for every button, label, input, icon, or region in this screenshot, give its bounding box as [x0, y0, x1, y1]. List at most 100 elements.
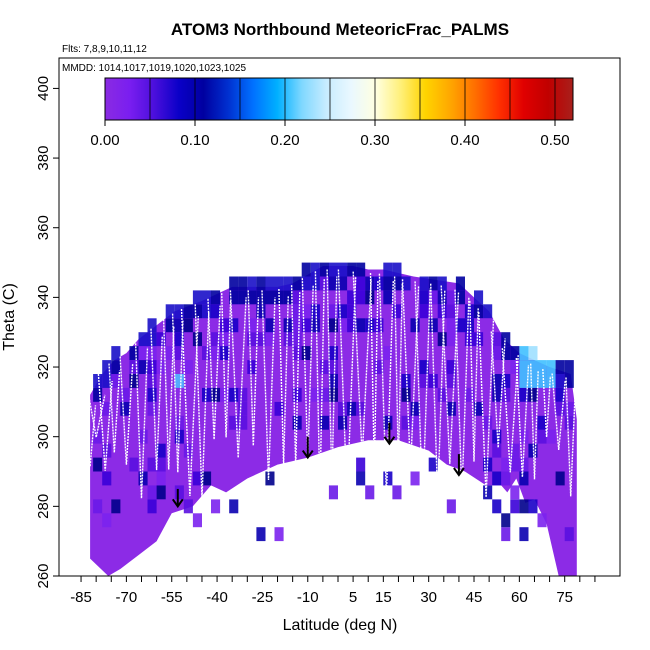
flight-profile-trace — [414, 281, 431, 503]
heatmap-cell — [328, 318, 338, 333]
heatmap-cell — [492, 387, 502, 402]
heatmap-cell — [501, 471, 511, 486]
heatmap-cell — [492, 471, 502, 486]
heatmap-cell — [301, 262, 311, 277]
heatmap-cell — [383, 346, 393, 360]
heatmap-cell — [356, 262, 366, 277]
flight-profile-trace — [337, 269, 357, 498]
heatmap-cell — [229, 290, 239, 305]
x-tick-label: 45 — [466, 589, 483, 606]
heatmap-cell — [220, 332, 230, 347]
heatmap-cell — [138, 471, 148, 486]
flight-profile-trace — [490, 331, 506, 448]
heatmap-cell — [328, 304, 338, 319]
heatmap-cell — [455, 276, 465, 291]
heatmap-cell — [483, 457, 493, 472]
heatmap-cell — [446, 290, 456, 305]
x-tick-label: -40 — [206, 589, 228, 606]
heatmap-cell — [464, 387, 474, 402]
heatmap-cell — [238, 387, 248, 402]
colorbar: 0.00 0.10 0.20 0.30 0.40 0.50 — [90, 77, 574, 149]
heatmap-cell — [338, 401, 348, 416]
heatmap-cell — [383, 415, 393, 430]
y-tick-label: 340 — [35, 285, 52, 310]
heatmap-cell — [410, 471, 420, 486]
flight-profile-trace — [565, 377, 577, 497]
y-tick-label: 320 — [35, 355, 52, 380]
heatmap-cell — [102, 360, 112, 374]
y-tick-label: 300 — [35, 424, 52, 449]
heatmap-cell — [537, 513, 547, 528]
flight-profile-trace — [207, 298, 221, 440]
heatmap-cell — [165, 318, 175, 333]
heatmap-cell — [446, 332, 456, 347]
heatmap-cell — [129, 360, 139, 374]
heatmap-cell — [419, 276, 429, 291]
heatmap-cell — [401, 374, 411, 388]
heatmap-cell — [301, 318, 311, 333]
heatmap-cell — [292, 346, 302, 360]
heatmap-cell — [347, 318, 357, 333]
heatmap-cell — [347, 290, 357, 305]
heatmap-cell — [474, 304, 484, 319]
heatmap-cell — [537, 429, 547, 444]
heatmap-cell — [392, 485, 402, 500]
heatmap-cell — [383, 290, 393, 305]
heatmap-cell — [192, 513, 202, 528]
heatmap-cell — [555, 387, 565, 402]
heatmap-cell — [247, 360, 257, 374]
flights-label: Flts: 7,8,9,10,11,12 — [62, 44, 147, 55]
x-tick-label: -55 — [161, 589, 183, 606]
heatmap-cell — [510, 485, 520, 500]
heatmap-cell — [265, 332, 275, 347]
heatmap-cell — [220, 318, 230, 333]
heatmap-cell — [138, 429, 148, 444]
heatmap-cell — [265, 276, 275, 291]
heatmap-cell — [256, 332, 266, 347]
heatmap-cell — [555, 374, 565, 388]
heatmap-cell — [211, 387, 221, 402]
flight-profile-trace — [97, 373, 113, 471]
heatmap-cell — [156, 471, 166, 486]
heatmap-cell — [238, 415, 248, 430]
heatmap-cell — [501, 457, 511, 472]
colorbar-gradient — [104, 77, 574, 121]
heatmap-cell — [174, 485, 184, 500]
colorbar-tick-label: 0.20 — [270, 132, 299, 149]
descent-arrow — [383, 422, 396, 446]
heatmap-cell — [229, 415, 239, 430]
heatmap-cell — [147, 387, 157, 402]
heatmap-cell — [265, 318, 275, 333]
heatmap-cell — [310, 304, 320, 319]
heatmap-cell — [338, 262, 348, 277]
heatmap-cell — [338, 304, 348, 319]
flight-profile-trace — [261, 290, 276, 481]
heatmap-cell — [419, 290, 429, 305]
heatmap-cell — [510, 360, 520, 374]
heatmap-cell — [247, 332, 257, 347]
heatmap-cell — [338, 276, 348, 291]
flight-profile-trace — [369, 272, 379, 469]
heatmap-cell — [238, 401, 248, 416]
heatmap-cell — [183, 318, 193, 333]
heatmap-cell — [102, 401, 112, 416]
heatmap-cell — [202, 346, 212, 360]
heatmap-cell — [174, 318, 184, 333]
heatmap-cell — [383, 471, 393, 486]
heatmap-cell — [265, 290, 275, 305]
heatmap-cell — [546, 429, 556, 444]
heatmap-cell — [310, 387, 320, 402]
heatmap-cell — [220, 346, 230, 360]
y-tick-label: 400 — [35, 76, 52, 101]
heatmap-cell — [283, 332, 293, 347]
heatmap-cell — [419, 304, 429, 319]
heatmap-cell — [492, 443, 502, 458]
colorbar-tick-label: 0.10 — [180, 132, 209, 149]
heatmap-cell — [292, 304, 302, 319]
heatmap-cell — [410, 318, 420, 333]
heatmap-cell — [229, 276, 239, 291]
flight-profile-trace — [229, 290, 247, 458]
heatmap-layer — [84, 262, 577, 576]
colorbar-tick-label: 0.40 — [450, 132, 479, 149]
heatmap-cell — [546, 374, 556, 388]
